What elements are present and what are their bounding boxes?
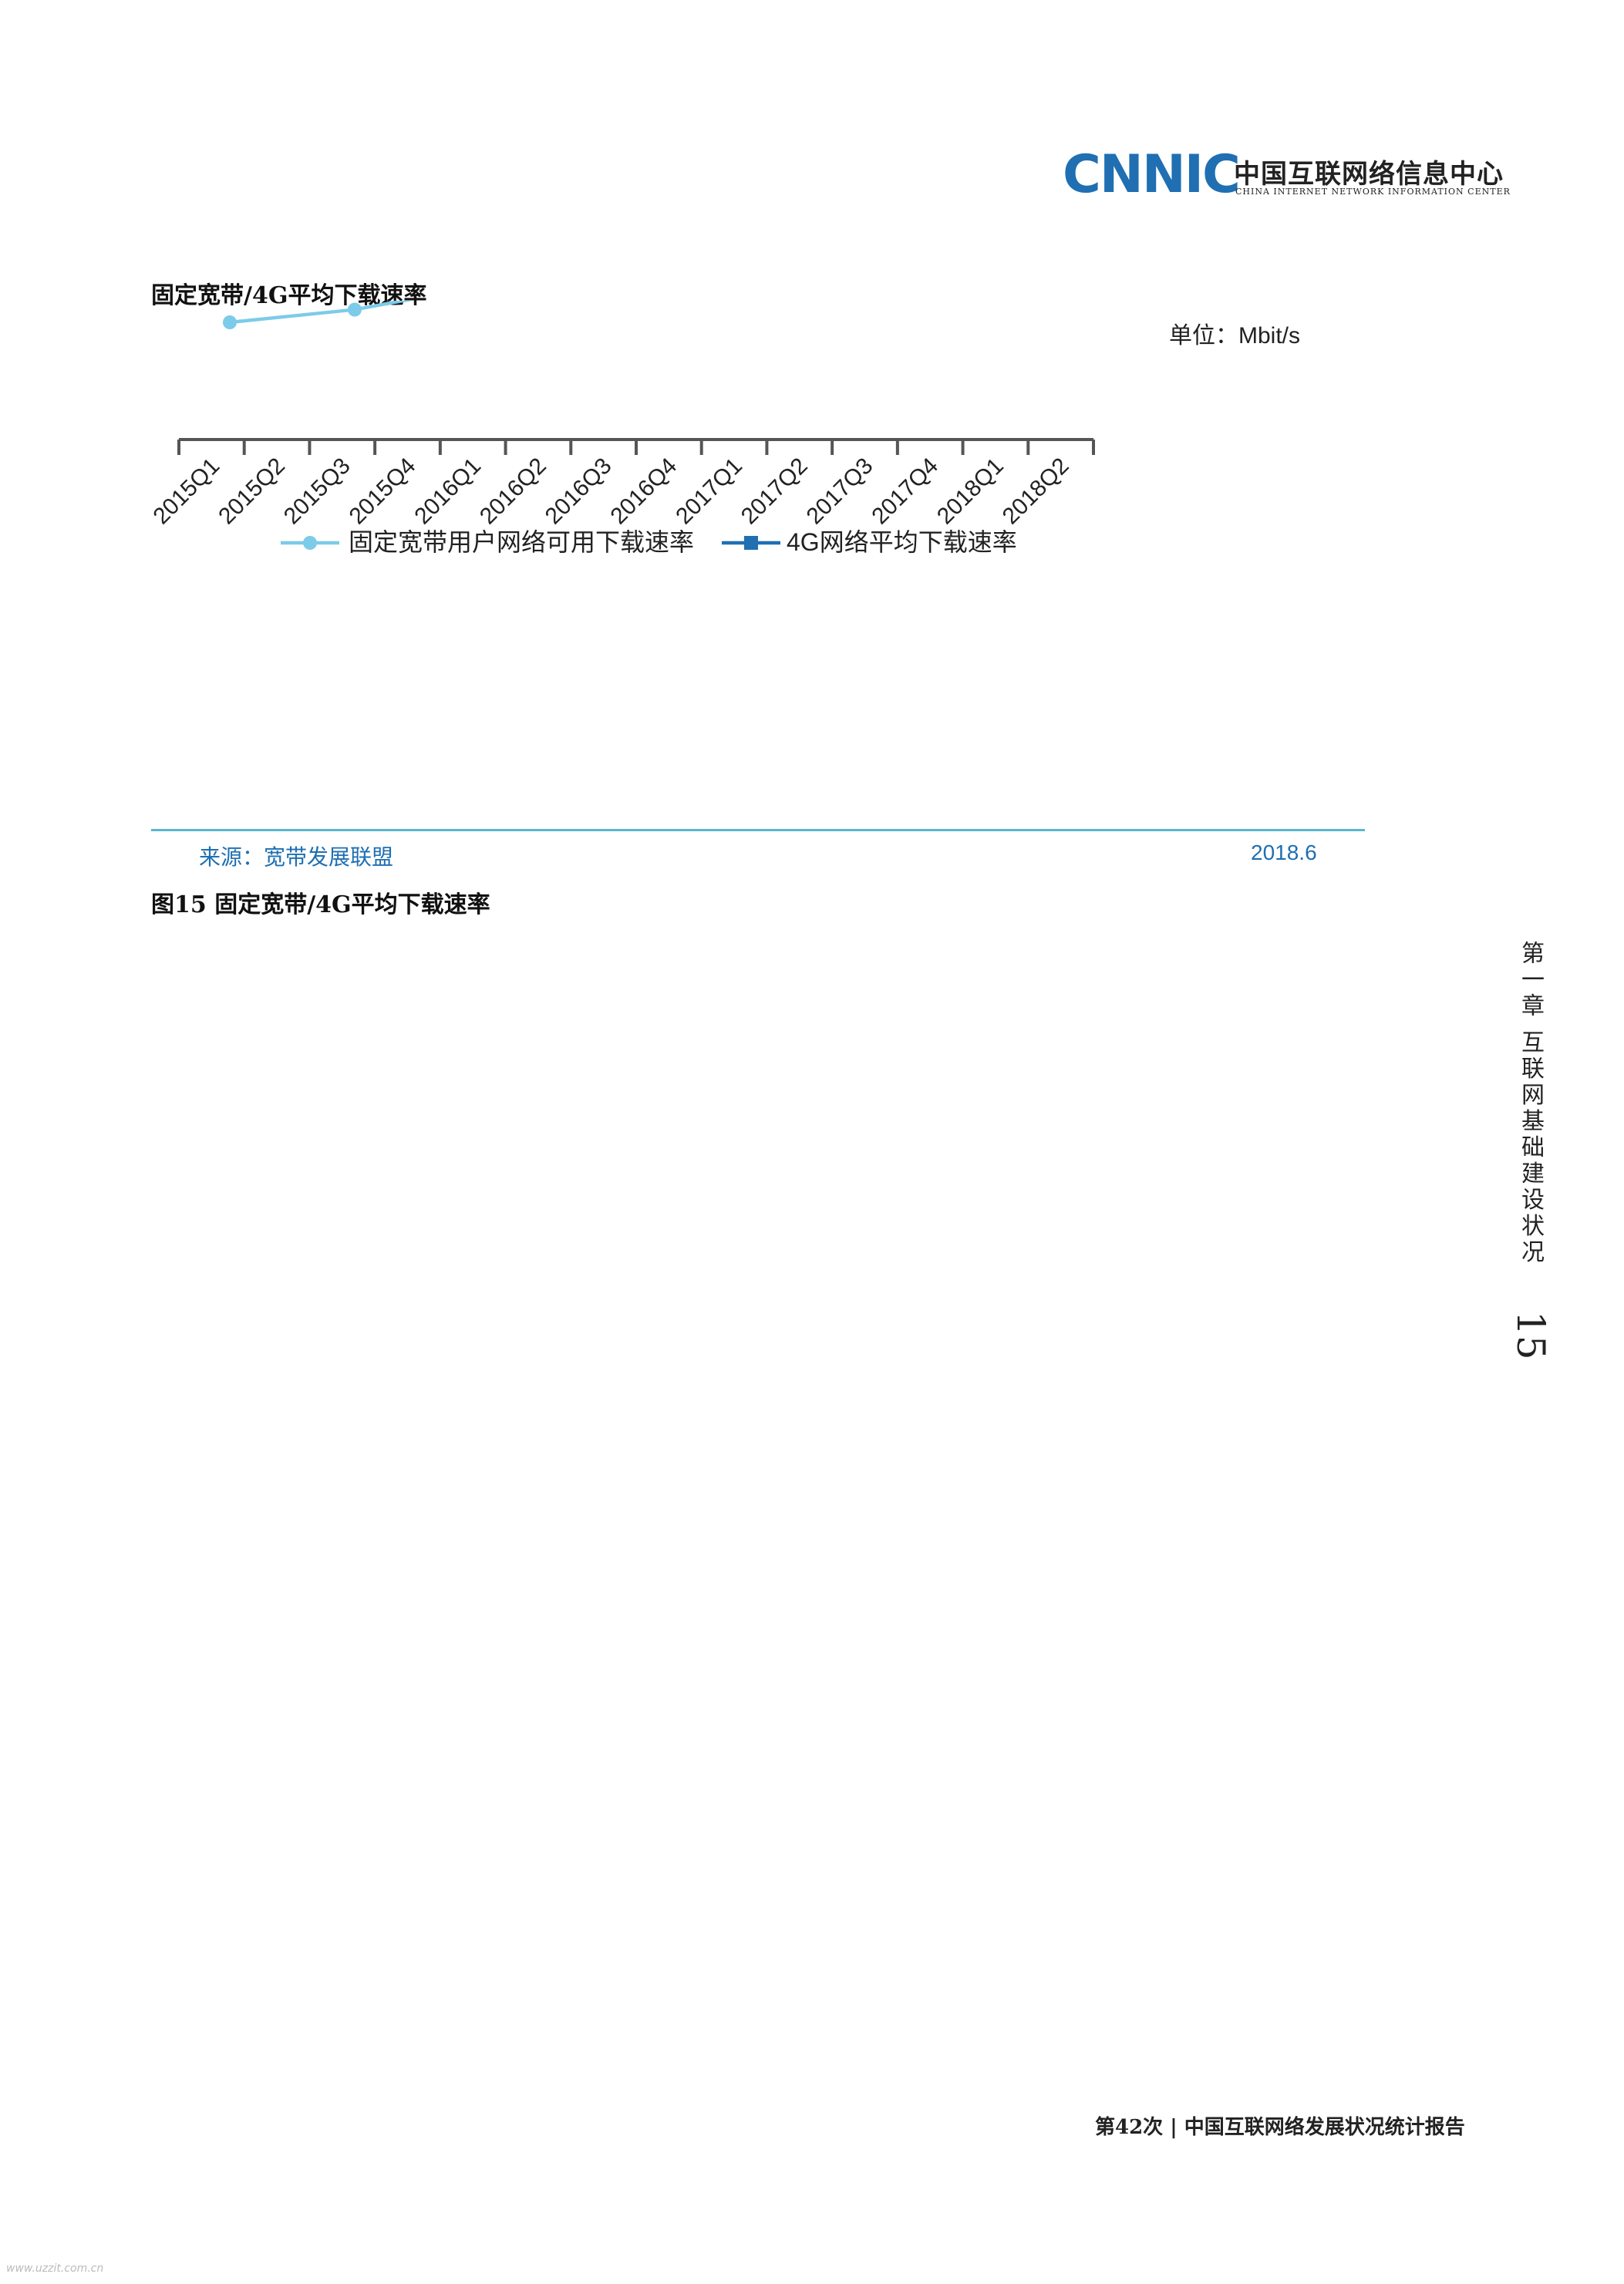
line-chart: 2015Q12015Q22015Q32015Q42016Q12016Q22016… bbox=[148, 93, 1624, 556]
point-fixed-broadband bbox=[348, 302, 362, 317]
legend-label-fixed-broadband: 固定宽带用户网络可用下载速率 bbox=[349, 528, 694, 556]
legend-label-4g: 4G网络平均下载速率 bbox=[787, 528, 1017, 556]
source-date: 2018.6 bbox=[1251, 840, 1317, 864]
x-tick-label: 2018Q1 bbox=[932, 453, 1009, 530]
x-tick-label: 2016Q1 bbox=[409, 453, 486, 530]
legend-marker-4g bbox=[744, 536, 758, 550]
x-tick-label: 2016Q4 bbox=[605, 453, 682, 530]
figure-caption: 图15 固定宽带/4G平均下载速率 bbox=[151, 891, 490, 918]
x-tick-label: 2015Q4 bbox=[345, 453, 421, 530]
page-number: 15 bbox=[1508, 1311, 1553, 1360]
chart-figure: 单位：Mbit/s 2015Q1 2015Q2 2015Q3 2015Q4 2016Q1… bbox=[148, 93, 1624, 887]
unit-label: 单位：Mbit/s bbox=[1169, 323, 1301, 349]
point-fixed-broadband bbox=[223, 315, 237, 329]
x-tick-label: 2017Q4 bbox=[867, 453, 943, 530]
report-footer: 第42次 | 中国互联网络发展状况统计报告 bbox=[1095, 2116, 1465, 2139]
chapter-sidebar: 第一章 互联网基础建设状况 bbox=[1517, 941, 1544, 1266]
source-note: 来源：宽带发展联盟 bbox=[199, 845, 394, 869]
x-tick-label: 2015Q2 bbox=[214, 453, 290, 530]
x-tick-label: 2015Q3 bbox=[279, 453, 355, 530]
x-tick-label: 2016Q2 bbox=[475, 453, 551, 530]
data-label-fixed-broadband: 5.12 bbox=[207, 301, 252, 306]
legend-marker-fixed-broadband bbox=[303, 536, 317, 550]
x-tick-label: 2017Q1 bbox=[671, 453, 747, 530]
org-name-en: CHINA INTERNET NETWORK INFORMATION CENTE… bbox=[1235, 187, 1511, 197]
x-tick-label: 2015Q1 bbox=[151, 453, 224, 530]
logo-wordmark: CNNIC bbox=[1063, 144, 1241, 205]
x-tick-label: 2017Q2 bbox=[736, 453, 813, 530]
org-name-cn: 中国互联网络信息中心 bbox=[1234, 159, 1504, 190]
cnnic-logo: CNNIC 中国互联网络信息中心 CHINA INTERNET NETWORK … bbox=[1063, 144, 1510, 205]
x-tick-label: 2017Q3 bbox=[802, 453, 878, 530]
figure-divider bbox=[151, 829, 1365, 831]
x-tick-label: 2016Q3 bbox=[541, 453, 617, 530]
watermark: www.uzzit.com.cn bbox=[6, 2262, 104, 2275]
x-tick-label: 2018Q2 bbox=[998, 453, 1074, 530]
